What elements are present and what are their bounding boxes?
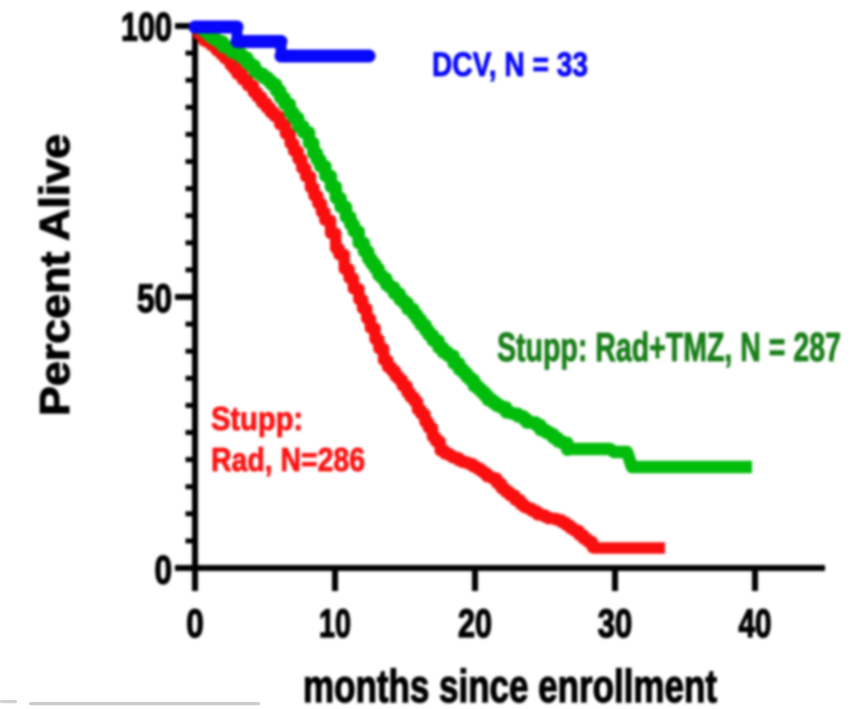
svg-text:months since enrollment: months since enrollment xyxy=(303,660,717,709)
svg-text:100: 100 xyxy=(121,5,172,49)
svg-text:20: 20 xyxy=(458,602,492,646)
svg-text:0: 0 xyxy=(155,549,173,593)
svg-text:0: 0 xyxy=(186,602,204,646)
svg-text:Stupp: Rad+TMZ, N = 287: Stupp: Rad+TMZ, N = 287 xyxy=(497,324,841,370)
svg-text:Percent Alive: Percent Alive xyxy=(31,134,78,416)
svg-text:10: 10 xyxy=(319,602,351,646)
svg-text:Stupp:: Stupp: xyxy=(211,400,303,437)
svg-text:DCV, N = 33: DCV, N = 33 xyxy=(432,46,588,84)
svg-text:Rad, N=286: Rad, N=286 xyxy=(211,441,365,478)
svg-text:40: 40 xyxy=(739,602,772,646)
svg-text:50: 50 xyxy=(137,277,172,321)
svg-text:30: 30 xyxy=(598,602,633,646)
